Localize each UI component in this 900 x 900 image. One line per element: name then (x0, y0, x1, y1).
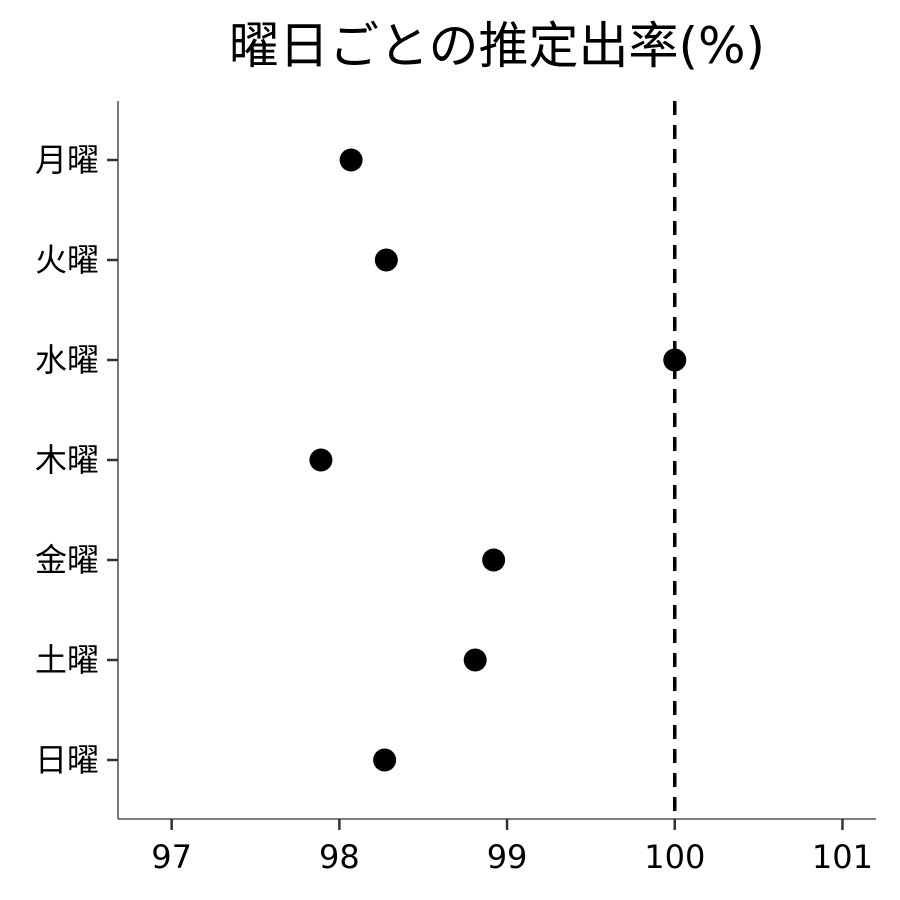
chart-title: 曜日ごとの推定出率(%) (229, 17, 765, 75)
y-tick-label-2: 水曜 (35, 341, 99, 379)
data-point-4 (482, 548, 506, 572)
y-tick-label-0: 月曜 (35, 141, 99, 179)
data-point-2 (663, 348, 687, 372)
data-points (309, 148, 687, 772)
x-tick-label-3: 100 (644, 838, 705, 876)
x-axis-ticks: 97 98 99 100 101 (151, 819, 873, 876)
y-tick-label-3: 木曜 (35, 441, 99, 479)
y-tick-label-6: 日曜 (35, 741, 99, 779)
y-tick-label-5: 土曜 (35, 641, 99, 679)
data-point-5 (463, 648, 487, 672)
data-point-3 (309, 448, 333, 472)
x-tick-label-4: 101 (812, 838, 873, 876)
data-point-0 (339, 148, 363, 172)
data-point-6 (373, 748, 397, 772)
x-tick-label-1: 98 (319, 838, 360, 876)
y-tick-label-1: 火曜 (35, 241, 99, 279)
data-point-1 (374, 248, 398, 272)
x-tick-label-2: 99 (487, 838, 528, 876)
axes (117, 101, 876, 820)
x-tick-label-0: 97 (151, 838, 192, 876)
y-tick-label-4: 金曜 (35, 541, 99, 579)
